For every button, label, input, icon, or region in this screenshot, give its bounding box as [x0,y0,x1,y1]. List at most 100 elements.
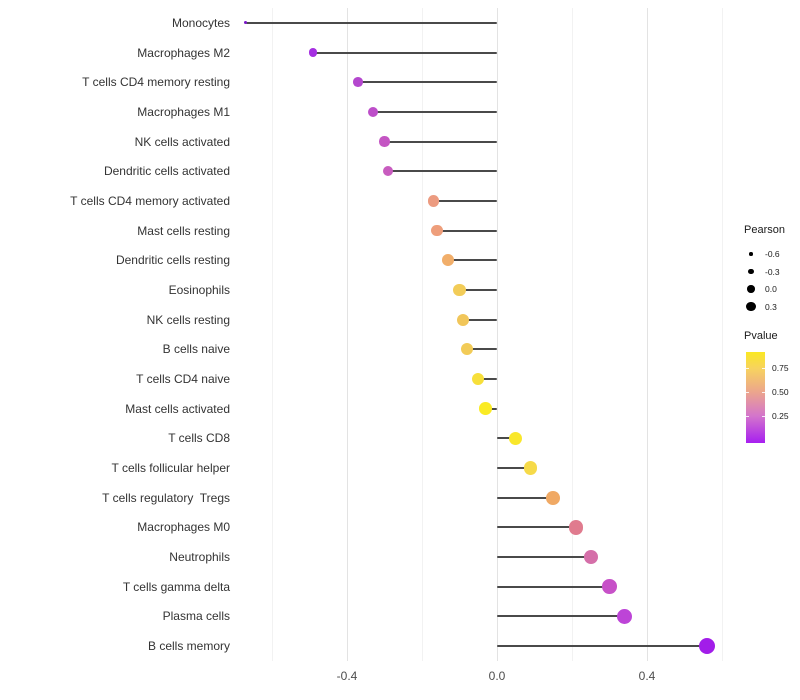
lollipop-stem [497,556,591,559]
lollipop-point [546,490,561,505]
size-legend-entry: 0.3 [744,299,777,315]
category-label: Mast cells resting [137,223,230,238]
lollipop-stem [497,615,625,618]
gridline-major [496,8,498,661]
lollipop-stem [433,199,497,202]
size-legend-entry: -0.6 [744,246,780,262]
size-legend-dot [747,285,755,293]
lollipop-stem [497,585,610,588]
lollipop-stem [313,51,497,54]
category-label: T cells CD4 naive [136,372,230,387]
gridline-minor [421,8,423,661]
x-tick-label: 0.0 [488,669,506,683]
size-legend-dot [746,301,756,312]
color-legend-tick-label: 0.75 [772,363,789,373]
size-legend-key [744,300,758,314]
category-label: T cells CD8 [168,431,230,446]
category-label: T cells regulatory Tregs [102,490,230,505]
gridline-major [646,8,648,661]
category-label: B cells memory [147,639,230,654]
category-label: T cells CD4 memory activated [70,193,230,208]
category-label: Eosinophils [168,282,230,297]
size-legend-key [744,265,758,279]
category-label: NK cells resting [146,312,230,327]
lollipop-point [453,283,466,296]
color-legend-tick-label: 0.50 [772,387,789,397]
color-legend-title: Pvalue [744,330,778,342]
gradient-tick [762,416,765,417]
size-legend-key [744,247,758,261]
lollipop-stem [497,526,576,529]
gridline-major [346,8,348,661]
plot-panel [237,8,731,661]
size-legend-label: -0.6 [765,249,780,259]
lollipop-point [353,77,364,87]
category-label: NK cells activated [134,134,230,149]
gridline-minor [571,8,573,661]
gridline-minor [271,8,273,661]
gradient-tick [762,368,765,369]
gradient-tick [746,416,749,417]
size-legend-dot [749,252,753,256]
x-tick-label: -0.4 [336,669,358,683]
category-label: Macrophages M0 [137,520,230,535]
size-legend-title: Pearson [744,224,785,236]
size-legend-key [744,282,758,296]
lollipop-stem [448,259,497,262]
pvalue-gradient-bar [746,352,765,443]
lollipop-stem [478,378,497,381]
lollipop-point [698,638,716,655]
gradient-tick [762,392,765,393]
lollipop-point [509,431,523,445]
category-label: Dendritic cells resting [115,253,230,268]
lollipop-stem [459,288,497,291]
lollipop-stem [388,170,497,173]
lollipop-stem [463,318,497,321]
lollipop-point [524,461,538,475]
lollipop-point [383,166,394,177]
lollipop-point [309,48,318,57]
color-legend-tick-label: 0.25 [772,411,789,421]
category-label: Plasma cells [162,609,230,624]
category-label: T cells follicular helper [111,461,231,476]
lollipop-stem [245,21,497,24]
size-legend-entry: 0.0 [744,281,777,297]
lollipop-point [431,224,443,237]
lollipop-point [427,195,439,207]
lollipop-point [379,136,390,147]
category-label: T cells gamma delta [122,579,230,594]
lollipop-stem [437,229,497,232]
lollipop-stem [497,437,516,440]
lollipop-stem [497,645,707,648]
lollipop-point [602,579,617,595]
lollipop-point [244,21,248,25]
lollipop-stem [384,140,497,143]
lollipop-stem [467,348,497,351]
lollipop-point [368,106,379,117]
lollipop-stem [497,496,554,499]
category-label: Monocytes [171,15,230,30]
lollipop-point [460,343,474,356]
gradient-tick [746,392,749,393]
gridline-minor [721,8,723,661]
category-label: T cells CD4 memory resting [82,75,230,90]
size-legend-label: 0.0 [765,284,777,294]
category-label: Neutrophils [169,550,230,565]
category-label: Mast cells activated [125,401,230,416]
x-tick-label: 0.4 [638,669,656,683]
category-label: Macrophages M2 [137,45,230,60]
category-label: Macrophages M1 [137,104,230,119]
legend: Pearson -0.6 -0.3 0.0 0.3 Pvalue 0.75 0.50 0.… [738,220,800,470]
category-label: B cells naive [162,342,230,357]
size-legend-dot [748,268,754,275]
size-legend-entry: -0.3 [744,264,780,280]
lollipop-stem [358,81,497,84]
category-label: Dendritic cells activated [103,164,230,179]
gradient-tick [746,368,749,369]
lollipop-point [568,520,583,535]
lollipop-stem [497,467,531,470]
size-legend-label: 0.3 [765,301,777,312]
lollipop-point [617,608,632,624]
lollipop-point [479,402,493,415]
